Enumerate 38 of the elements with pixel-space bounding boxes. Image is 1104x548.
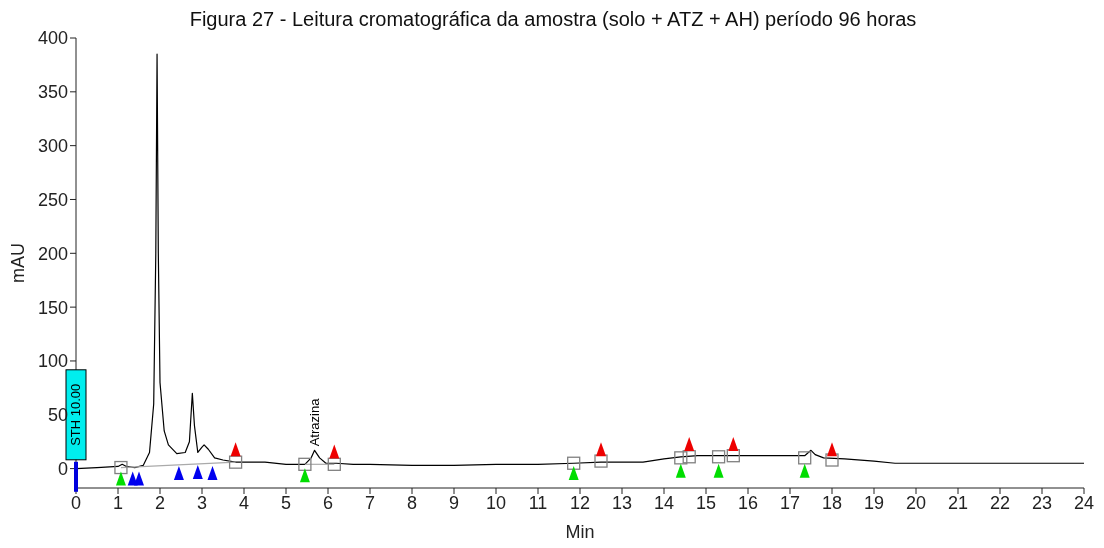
y-tick-label: 0 [57,459,68,480]
x-tick-label: 24 [1073,492,1095,513]
y-tick-label: 150 [37,297,68,318]
x-tick-label: 14 [653,492,675,513]
annotation: STH 10.00 [68,383,84,446]
y-tick-label: 300 [37,136,68,157]
annotation: Atrazina [307,397,323,447]
x-tick-label: 13 [611,492,633,513]
x-tick-label: 1 [112,492,124,513]
x-tick-label: 15 [695,492,717,513]
x-tick-label: 12 [569,492,591,513]
x-tick-label: 9 [448,492,460,513]
x-tick-label: 11 [528,492,548,513]
x-tick-label: 7 [364,492,376,513]
x-tick-label: 17 [779,492,801,513]
x-tick-label: 21 [947,492,969,513]
x-tick-label: 19 [863,492,885,513]
chart-title: Figura 27 - Leitura cromatográfica da amostra (solo + ATZ + AH) período 96 horas [189,8,917,30]
y-tick-label: 200 [37,243,68,264]
x-tick-label: 10 [485,492,507,513]
x-tick-label: 4 [238,492,250,513]
x-tick-label: 0 [70,492,82,513]
x-tick-label: 6 [322,492,334,513]
x-tick-label: 18 [821,492,843,513]
y-tick-label: 250 [37,189,68,210]
x-tick-label: 23 [1031,492,1053,513]
x-tick-label: 16 [737,492,759,513]
x-tick-label: 5 [280,492,292,513]
x-tick-label: 22 [989,492,1011,513]
y-tick-label: 100 [37,351,68,372]
y-axis-title: mAU [8,243,29,283]
x-axis-title: Min [565,522,595,542]
x-tick-label: 3 [196,492,208,513]
x-tick-label: 8 [406,492,418,513]
x-tick-label: 20 [905,492,927,513]
y-tick-label: 350 [37,82,68,103]
y-tick-label: 400 [37,28,68,49]
x-tick-label: 2 [154,492,166,513]
